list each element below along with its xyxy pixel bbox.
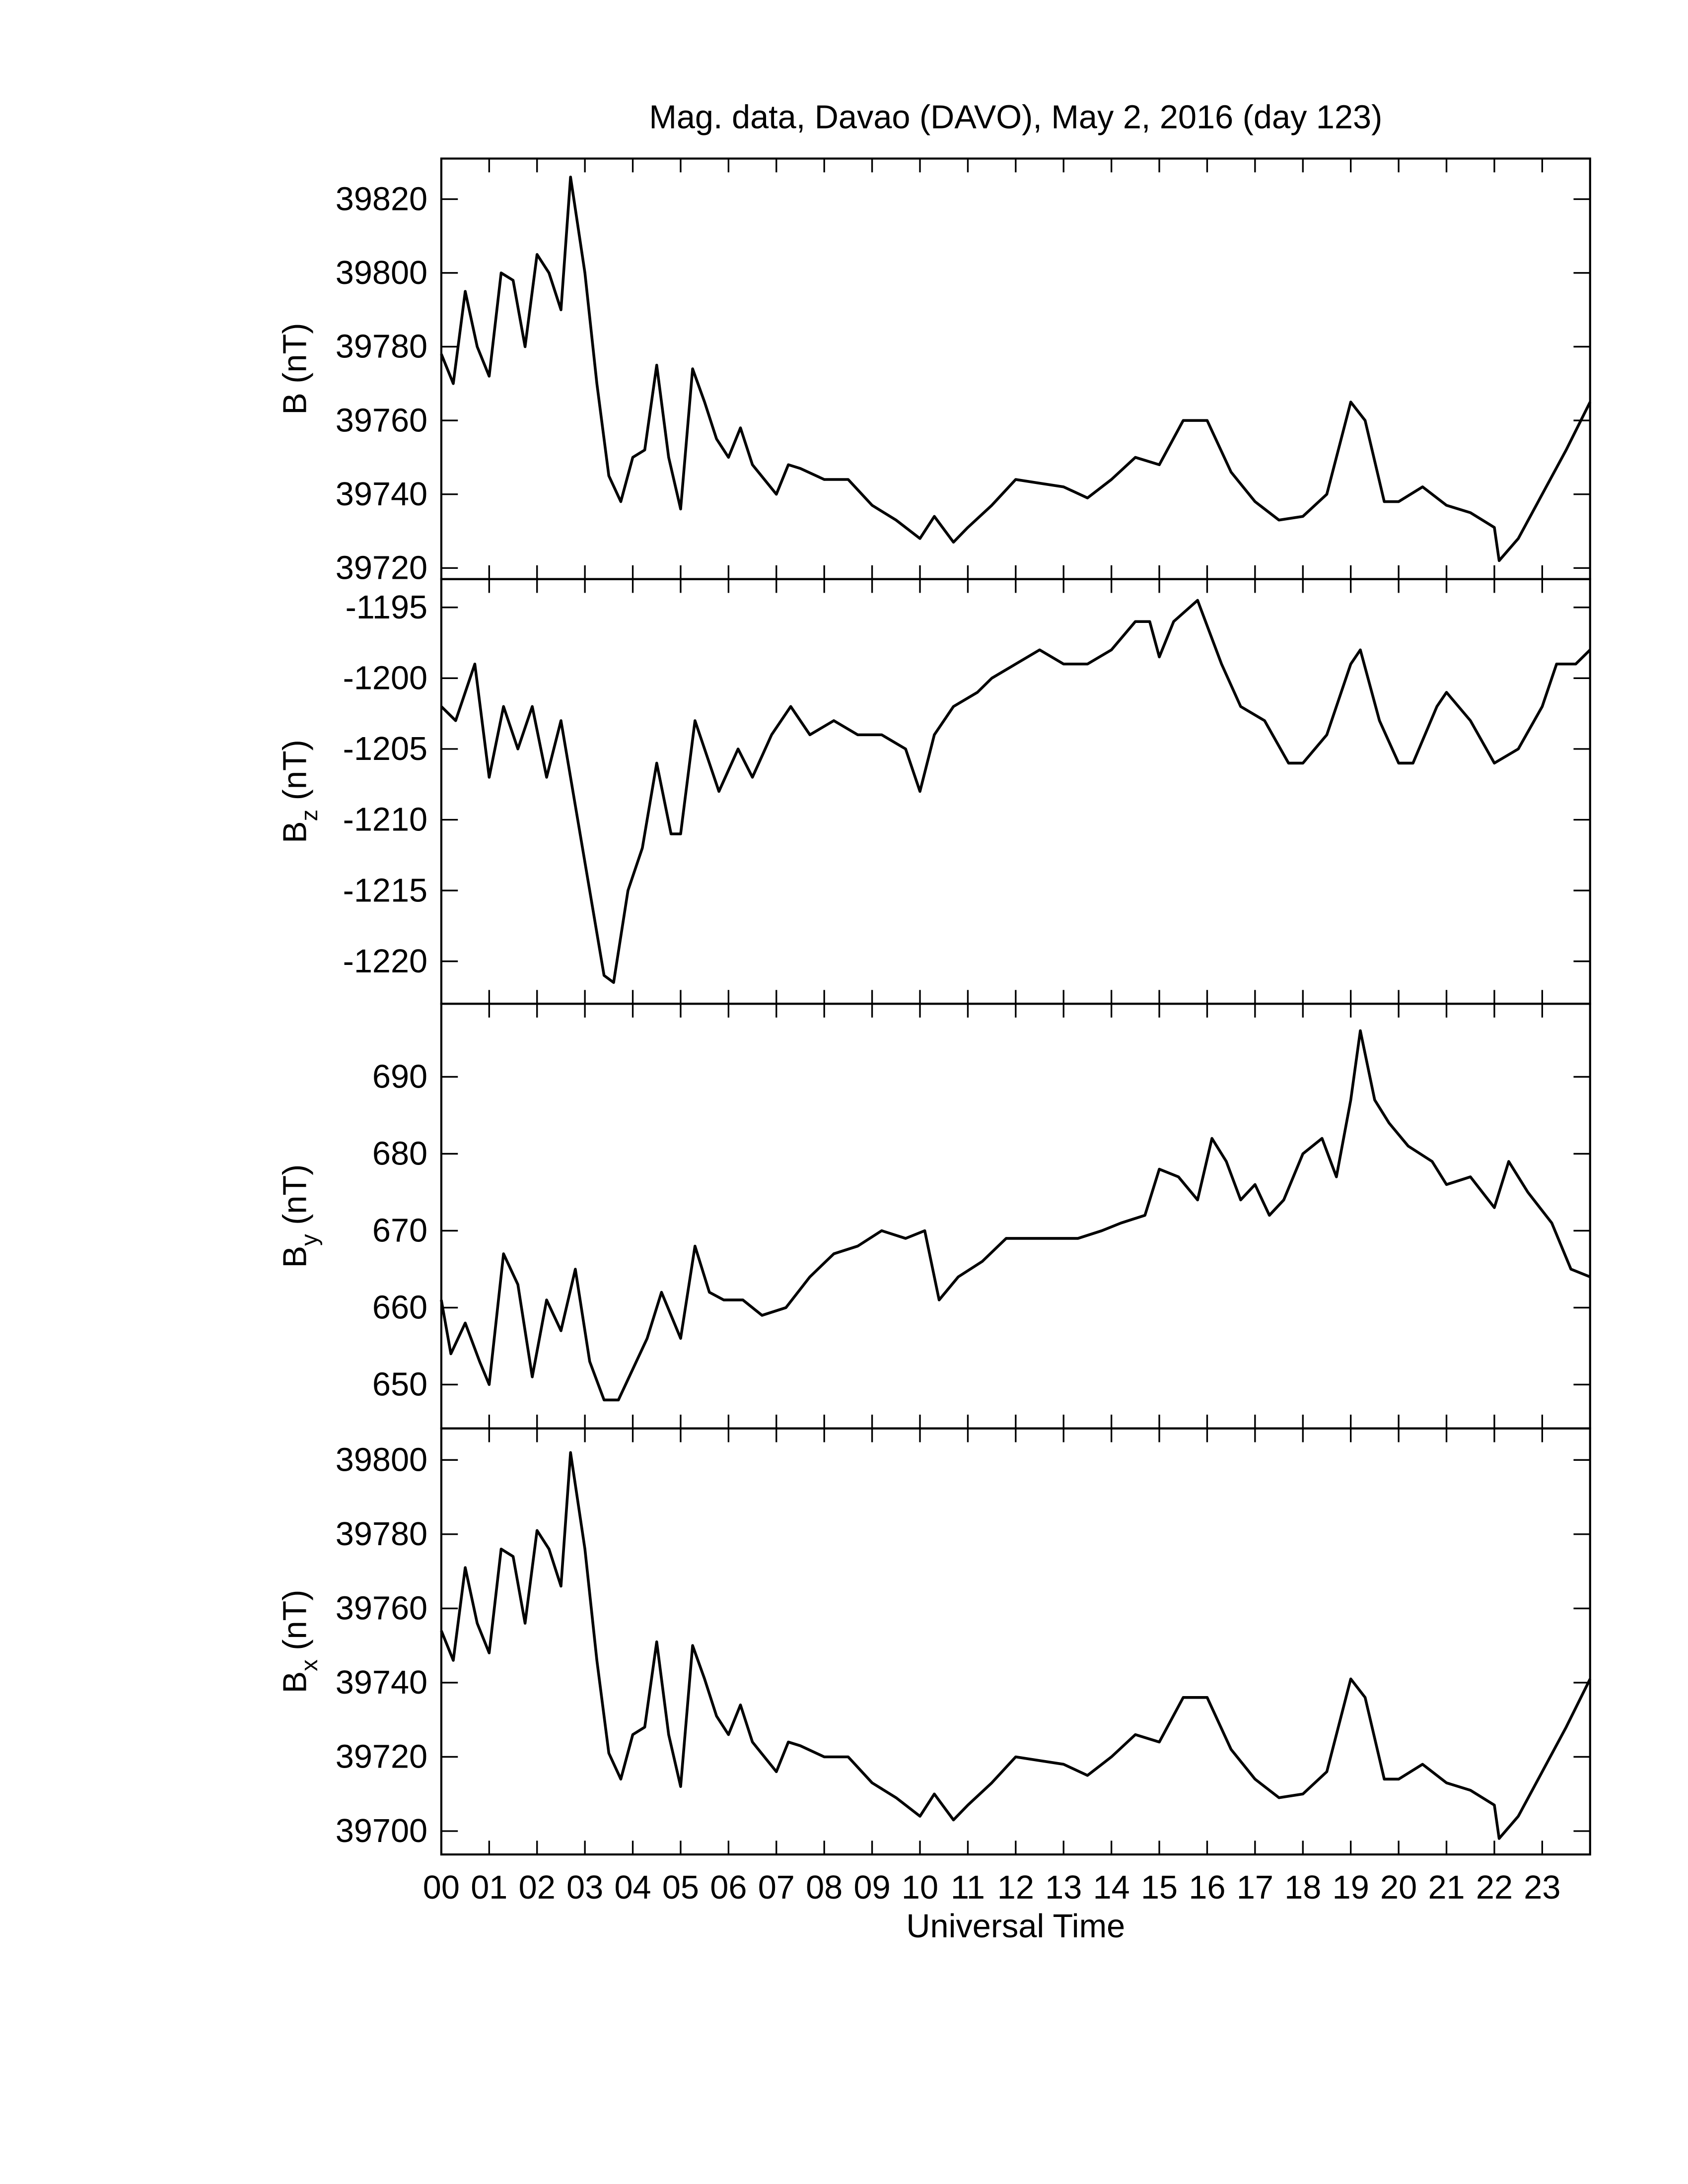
x-tick-label: 10 <box>902 1869 938 1906</box>
y-tick-label: 39760 <box>336 1590 427 1627</box>
y-tick-label: -1210 <box>343 802 427 838</box>
x-tick-label: 11 <box>951 1869 985 1906</box>
y-tick-label: 650 <box>372 1366 427 1403</box>
data-line <box>440 1451 1592 1840</box>
y-axis-label: Bz (nT) <box>277 740 323 843</box>
y-tick-label: -1195 <box>346 589 428 626</box>
x-tick-label: 18 <box>1284 1869 1321 1906</box>
x-tick-label: 06 <box>710 1869 747 1906</box>
plot-frame <box>440 1427 1591 1856</box>
data-line <box>440 1029 1591 1402</box>
y-tick-label: 39740 <box>336 1664 427 1701</box>
y-tick-label: -1215 <box>343 872 427 909</box>
data-line <box>440 599 1591 984</box>
y-tick-label: -1205 <box>343 731 427 767</box>
y-tick-label: 39800 <box>336 1442 427 1479</box>
x-tick-label: 23 <box>1524 1869 1560 1906</box>
y-tick-label: 660 <box>372 1290 427 1326</box>
y-tick-label: 670 <box>372 1213 427 1249</box>
y-tick-label: 39740 <box>336 476 427 513</box>
plot-frame <box>440 578 1591 1005</box>
x-tick-label: 04 <box>614 1869 651 1906</box>
x-tick-label: 05 <box>662 1869 699 1906</box>
x-tick-label: 19 <box>1333 1869 1369 1906</box>
x-tick-label: 02 <box>519 1869 556 1906</box>
y-tick-label: -1220 <box>343 943 427 980</box>
y-axis-label: By (nT) <box>277 1164 323 1268</box>
y-tick-label: 39800 <box>336 255 427 291</box>
x-tick-label: 15 <box>1141 1869 1178 1906</box>
x-tick-label: 21 <box>1428 1869 1465 1906</box>
y-tick-label: 39720 <box>336 1739 427 1775</box>
x-tick-label: 12 <box>997 1869 1034 1906</box>
x-tick-label: 08 <box>806 1869 843 1906</box>
x-tick-label: 20 <box>1380 1869 1417 1906</box>
plot-frame <box>440 1003 1591 1430</box>
y-tick-label: 690 <box>372 1059 427 1095</box>
y-tick-label: 39820 <box>336 181 427 217</box>
y-tick-label: 39700 <box>336 1813 427 1849</box>
y-tick-label: 39720 <box>336 550 427 587</box>
y-axis-label: B (nT) <box>277 323 314 414</box>
x-tick-label: 00 <box>423 1869 460 1906</box>
x-tick-label: 17 <box>1237 1869 1273 1906</box>
y-tick-label: -1200 <box>343 660 427 697</box>
y-axis-label: Bx (nT) <box>277 1590 323 1694</box>
x-tick-label: 03 <box>566 1869 603 1906</box>
y-tick-label: 680 <box>372 1136 427 1172</box>
x-axis-label: Universal Time <box>906 1908 1125 1945</box>
data-line <box>440 175 1592 562</box>
y-tick-label: 39780 <box>336 329 427 365</box>
y-tick-label: 39780 <box>336 1516 427 1553</box>
plot-frame <box>440 157 1591 580</box>
x-tick-label: 14 <box>1093 1869 1130 1906</box>
y-tick-label: 39760 <box>336 402 427 439</box>
x-tick-label: 09 <box>854 1869 891 1906</box>
x-tick-label: 16 <box>1189 1869 1225 1906</box>
x-tick-label: 07 <box>758 1869 795 1906</box>
x-tick-label: 01 <box>471 1869 507 1906</box>
x-tick-label: 13 <box>1045 1869 1082 1906</box>
x-tick-label: 22 <box>1476 1869 1513 1906</box>
chart-title: Mag. data, Davao (DAVO), May 2, 2016 (da… <box>649 99 1382 136</box>
